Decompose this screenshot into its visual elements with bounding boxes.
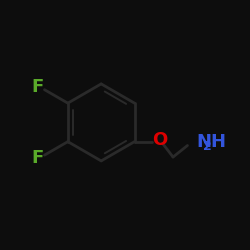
Text: O: O <box>152 132 167 150</box>
Text: F: F <box>32 148 44 166</box>
Text: NH: NH <box>196 133 226 151</box>
Text: 2: 2 <box>203 140 211 152</box>
Text: F: F <box>32 78 44 96</box>
